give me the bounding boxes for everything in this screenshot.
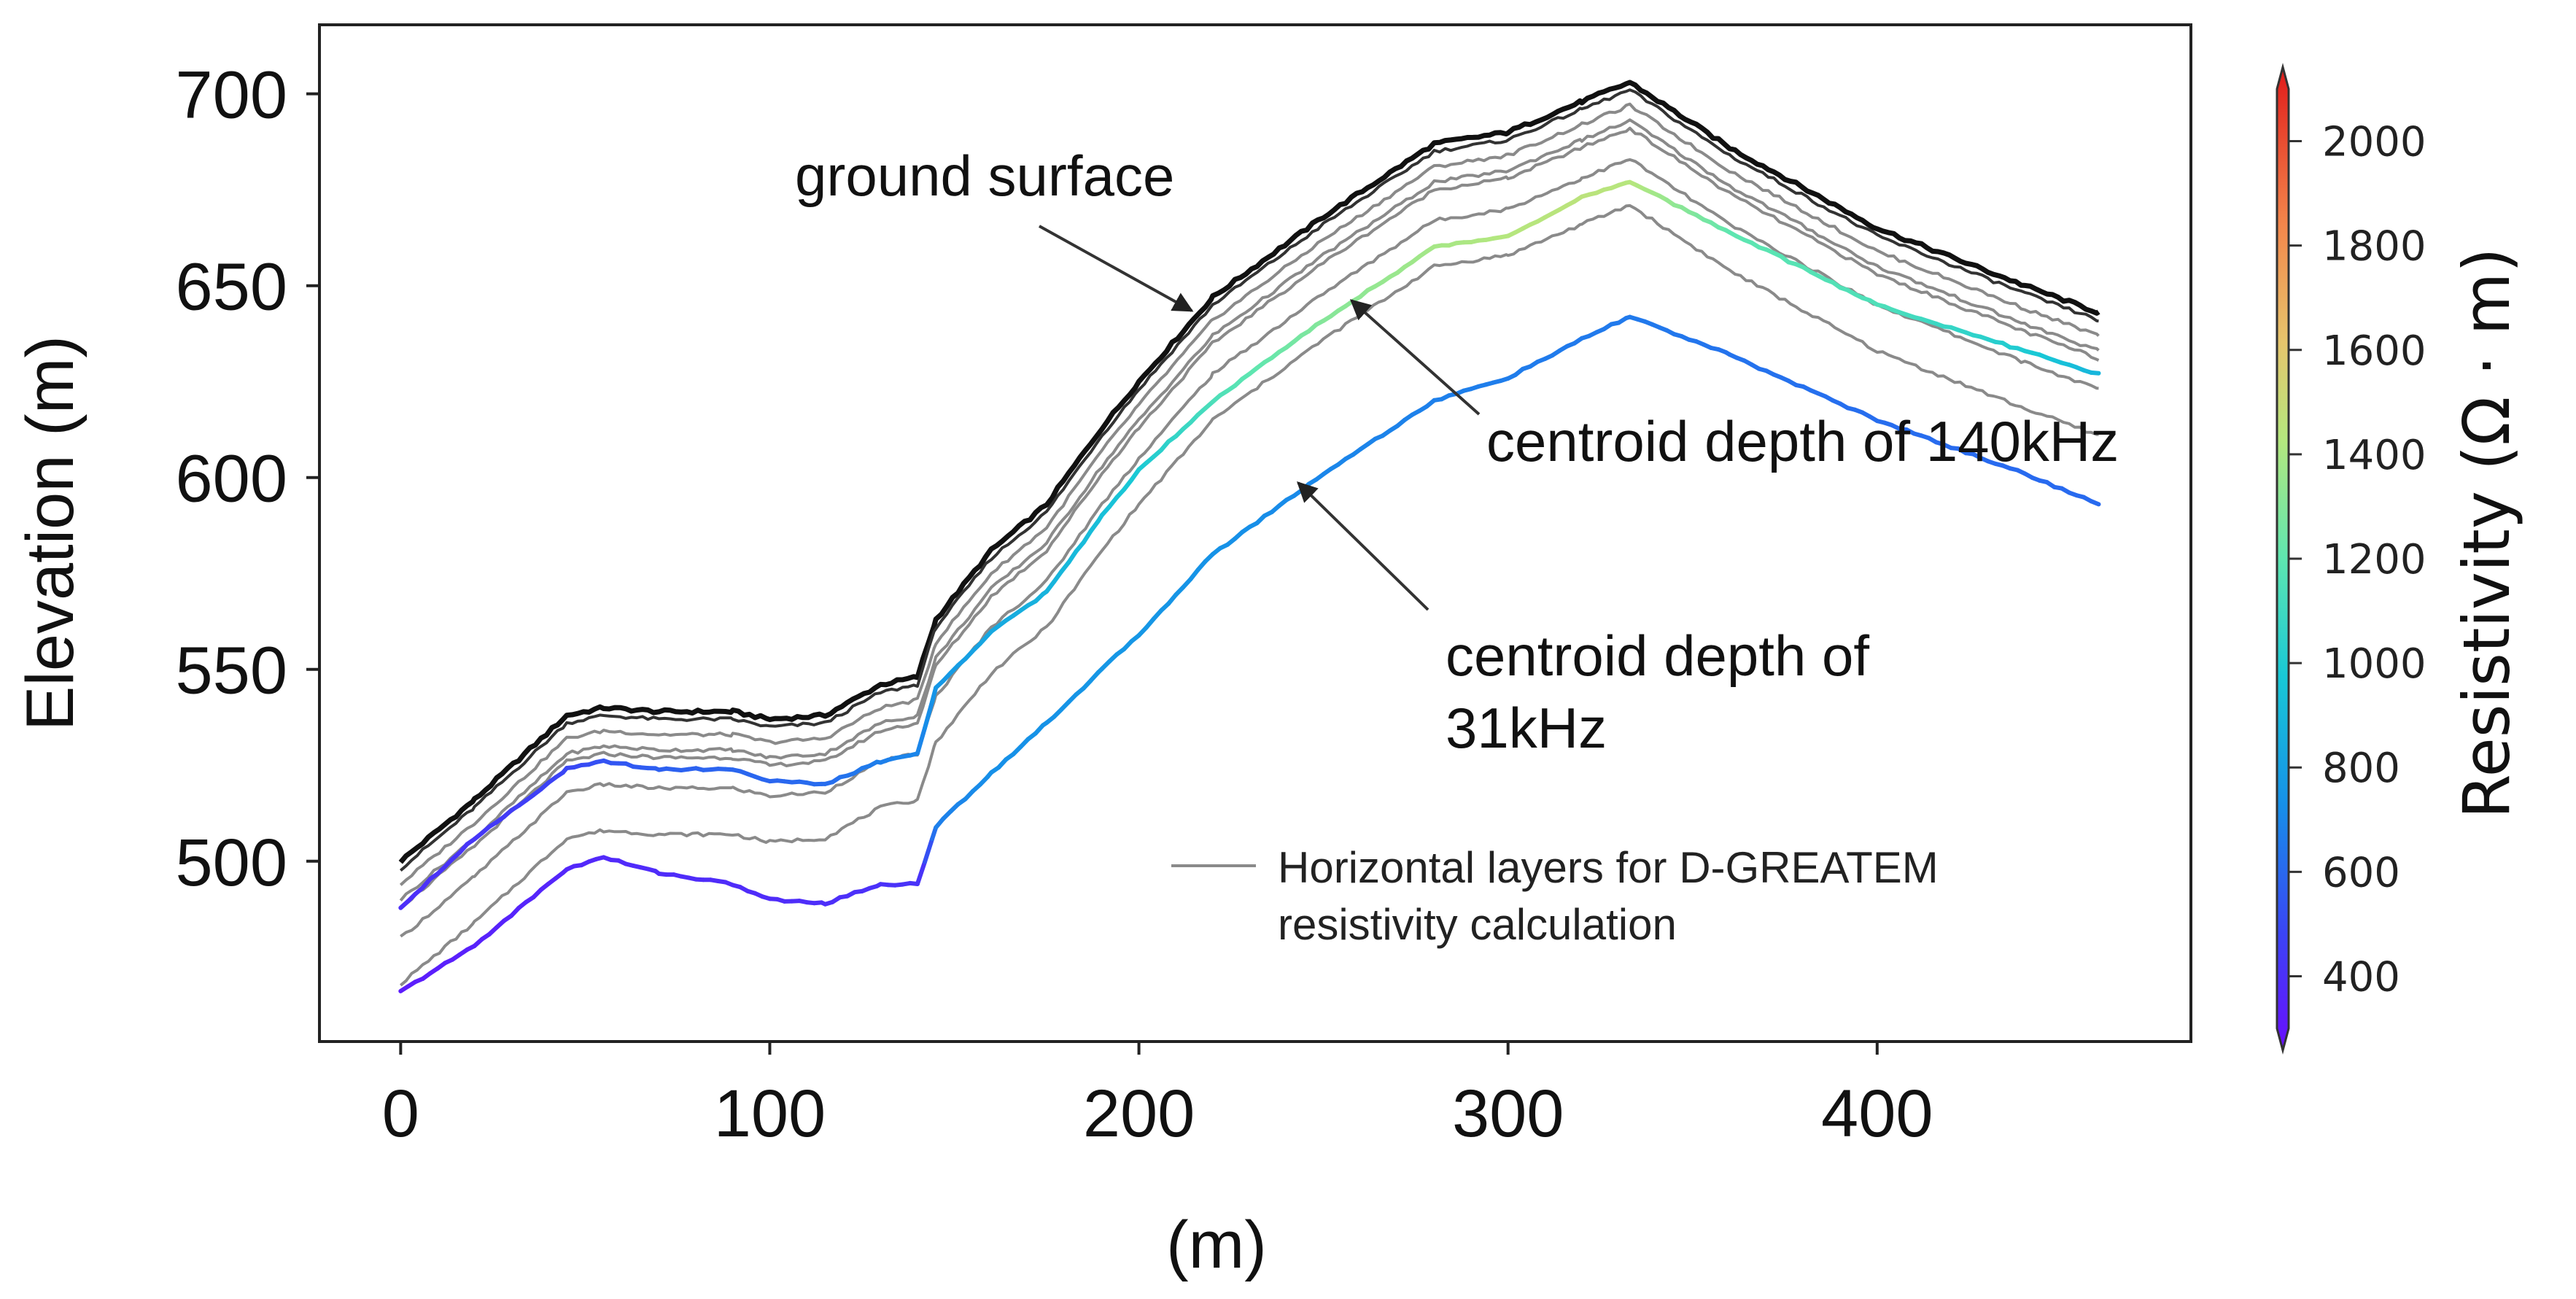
y-tick-label: 650 xyxy=(176,250,288,325)
layer-line xyxy=(400,88,2099,872)
series-segment xyxy=(915,726,927,756)
layer-line xyxy=(400,158,2099,938)
layer-line xyxy=(400,203,2099,987)
annotation-31khz: centroid depth of 31kHz xyxy=(1296,481,1869,760)
annotation-arrow xyxy=(1039,225,1194,312)
y-tick-label: 500 xyxy=(176,826,288,900)
layer-line xyxy=(399,102,2100,886)
series-140khz xyxy=(398,179,2101,910)
annotation-text: centroid depth of 140kHz xyxy=(1486,409,2119,473)
colorbar-tick-label: 2000 xyxy=(2322,119,2426,166)
annotation-text-line-2: 31kHz xyxy=(1446,696,1607,760)
colorbar-tick-label: 1800 xyxy=(2322,223,2426,271)
resistivity-series xyxy=(398,179,2101,993)
series-segment xyxy=(923,837,935,864)
y-tick-label: 600 xyxy=(176,442,288,516)
layer-line xyxy=(399,126,2100,910)
x-tick-label: 300 xyxy=(1452,1077,1564,1151)
y-tick-label: 700 xyxy=(176,58,288,133)
x-axis: 0 100 200 300 400 xyxy=(382,1042,1933,1151)
annotation-text: ground surface xyxy=(795,144,1174,208)
series-segment xyxy=(1066,548,1079,565)
series-segment xyxy=(923,699,935,731)
colorbar-tick-label: 400 xyxy=(2322,953,2400,1001)
layer-line xyxy=(399,118,2100,901)
colorbar-gradient xyxy=(2276,63,2290,1055)
annotation-text-line-1: centroid depth of xyxy=(1446,624,1869,688)
legend: Horizontal layers for D-GREATEM resistiv… xyxy=(1171,843,1939,949)
series-segment xyxy=(1081,528,1093,545)
series-segment xyxy=(2089,499,2101,507)
colorbar-title: Resistivity (Ω · m) xyxy=(2449,247,2524,818)
x-axis-title: (m) xyxy=(1166,1208,1267,1282)
x-tick-label: 0 xyxy=(382,1077,419,1151)
y-axis-title: Elevation (m) xyxy=(13,336,88,731)
legend-label-line-2: resistivity calculation xyxy=(1278,900,1677,949)
annotation-arrow xyxy=(1349,299,1481,416)
series-segment xyxy=(915,859,927,886)
colorbar-tick-label: 1000 xyxy=(2322,640,2426,688)
x-tick-label: 200 xyxy=(1083,1077,1195,1151)
colorbar: 400 600 800 1000 1200 1400 1600 1800 2000 Resist… xyxy=(2276,63,2524,1055)
horizontal-layers xyxy=(398,80,2100,987)
x-tick-label: 100 xyxy=(714,1077,826,1151)
y-tick-label: 550 xyxy=(176,634,288,708)
colorbar-ticks: 400 600 800 1000 1200 1400 1600 1800 2000 xyxy=(2289,119,2426,1001)
colorbar-tick-label: 800 xyxy=(2322,745,2400,792)
legend-label-line-1: Horizontal layers for D-GREATEM xyxy=(1278,843,1939,892)
ground-surface-line xyxy=(398,80,2100,864)
series-31khz xyxy=(398,314,2101,993)
annotation-140khz: centroid depth of 140kHz xyxy=(1349,299,2119,473)
plot-frame xyxy=(318,23,2192,1043)
y-axis: 500 550 600 650 700 xyxy=(176,58,319,900)
x-tick-label: 400 xyxy=(1821,1077,1933,1151)
series-segment xyxy=(930,685,939,704)
annotation-ground-surface: ground surface xyxy=(795,144,1194,312)
annotation-arrow xyxy=(1296,481,1429,611)
colorbar-tick-label: 1400 xyxy=(2322,432,2426,479)
colorbar-tick-label: 1200 xyxy=(2322,536,2426,583)
colorbar-tick-label: 1600 xyxy=(2322,327,2426,375)
colorbar-tick-label: 600 xyxy=(2322,849,2400,896)
